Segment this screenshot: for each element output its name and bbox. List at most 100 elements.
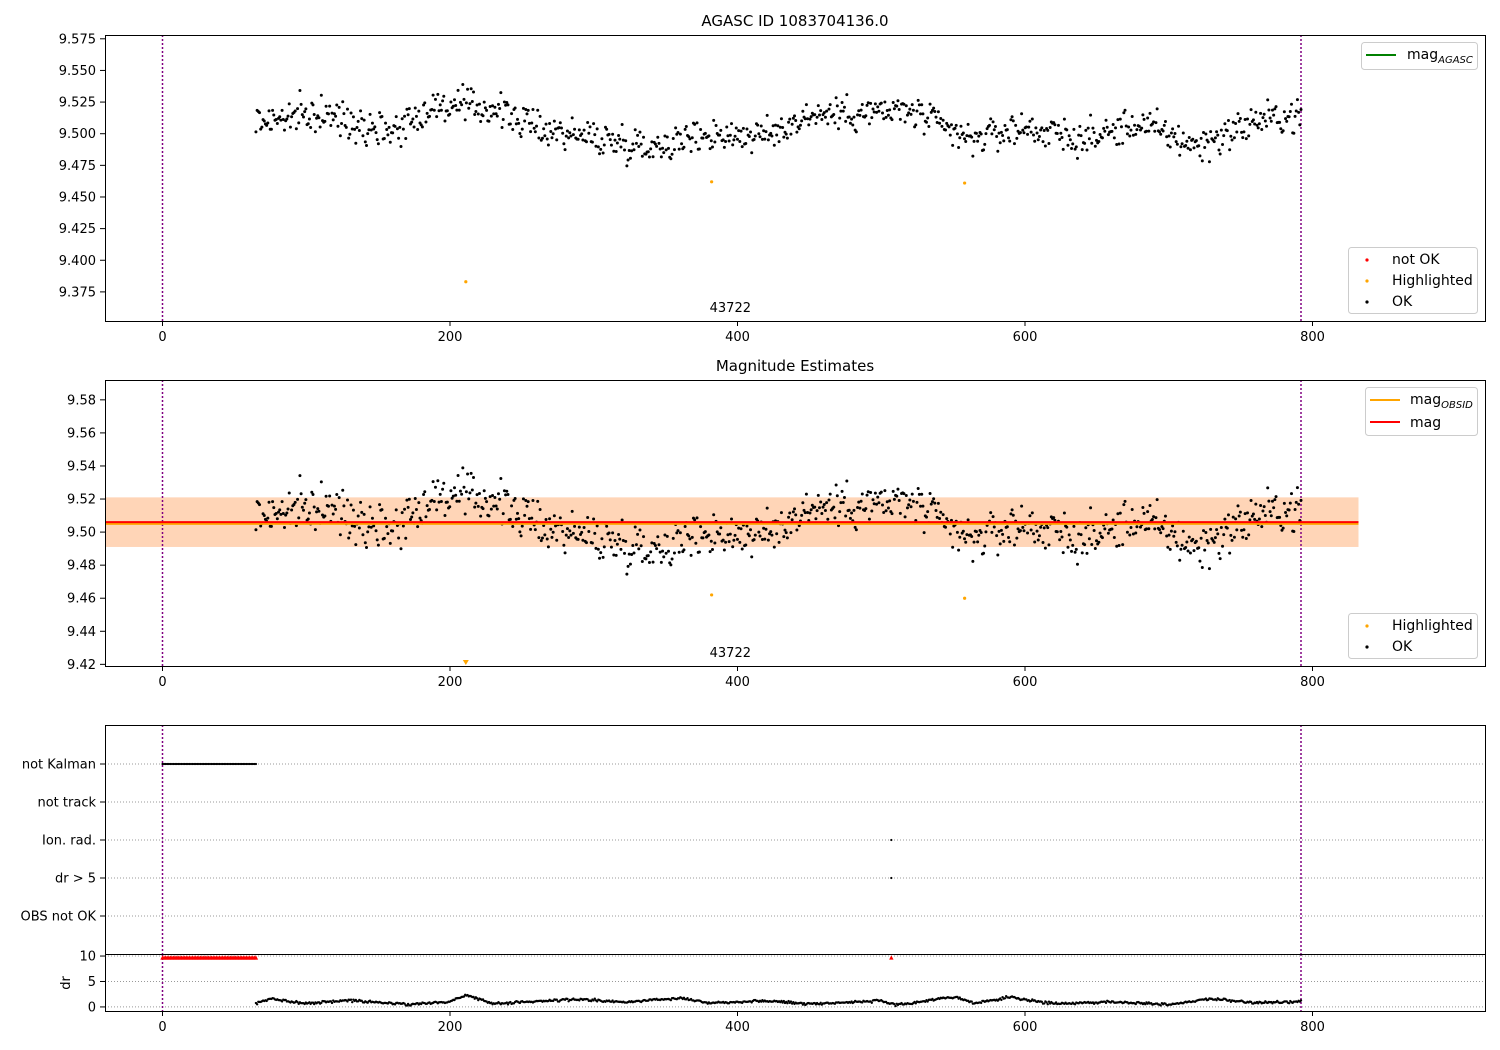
ok-point [345,107,349,111]
ok-point [498,497,502,501]
ok-point [1236,112,1240,116]
ok-point [909,505,913,509]
ok-point [521,106,525,110]
ok-point [670,152,674,156]
ok-point [955,530,959,534]
ok-point [1147,129,1151,133]
ok-point [1104,513,1108,517]
dr-point [1047,1000,1051,1003]
ok-point [744,142,748,146]
ok-point [424,515,428,519]
ok-point [1285,119,1289,123]
magnitude-estimates-panel: Magnitude Estimates 9.429.449.469.489.50… [67,357,1486,690]
ok-point [475,493,479,497]
ok-point [315,116,319,120]
ok-point [1209,527,1213,531]
ok-point [839,109,843,113]
ok-point [1016,527,1020,531]
ok-point [1084,128,1088,132]
ok-point [432,499,436,503]
ok-point [683,127,687,131]
not-kalman-flag-point [216,762,220,766]
ok-point [785,136,789,140]
ok-point [834,483,838,487]
ok-point [910,492,914,496]
ok-point [857,500,861,504]
ok-point [689,150,693,154]
ok-point [708,147,712,151]
ok-point [730,517,734,521]
ok-point [839,501,843,505]
ok-point [545,537,549,541]
ok-point [1293,114,1297,118]
ok-point [714,123,718,127]
ok-point [790,518,794,522]
ok-point [649,550,653,554]
ok-point [1187,535,1191,539]
ok-point [1086,126,1090,130]
ok-point [356,119,360,123]
ok-point [680,142,684,146]
ok-point [908,107,912,111]
flag-category-label: Ion. rad. [42,834,96,849]
ok-point [1215,130,1219,134]
ok-point [626,158,630,162]
ok-point [765,113,769,117]
ok-point [932,106,936,110]
ok-point [1175,544,1179,548]
ok-point [573,127,577,131]
ok-point [782,135,786,139]
ok-point [793,507,797,511]
y-tick-label: 9.50 [67,526,96,541]
ok-point [1047,543,1051,547]
ok-point [321,513,325,517]
dr-point [870,1001,873,1004]
x-tick-label: 800 [1300,675,1325,690]
mag-agasc-legend-label: magAGASC [1407,47,1473,66]
ok-point [879,490,883,494]
highlighted-point [963,181,967,185]
ok-point [1002,539,1006,543]
ok-point [428,114,432,118]
ok-point [1027,125,1031,129]
agasc-boundary-lines [161,35,1302,321]
x-tick-label: 0 [158,1020,166,1035]
ok-point [1146,116,1150,120]
ok-point [1270,499,1274,503]
ok-point [1225,129,1229,133]
ok-point [513,106,517,110]
ok-point [615,141,619,145]
ok-point [502,100,506,104]
ok-point [827,107,831,111]
flag-category-label: not Kalman [22,758,96,773]
ok-point [469,471,473,475]
ok-point [1172,534,1176,538]
ok-point [618,137,622,141]
ok-point [1153,129,1157,133]
y-tick-label: 10 [79,950,96,965]
ok-point [1097,540,1101,544]
estimates-ok-points [254,466,1303,576]
x-tick-label: 600 [1013,1020,1038,1035]
ok-point [857,109,861,113]
ok-point [282,128,286,132]
ok-point [1219,525,1223,529]
not-kalman-flag-point [196,762,199,766]
ok-point [820,512,824,516]
ok-point [1080,551,1084,555]
ok-point [380,508,384,512]
ok-point [1129,128,1133,132]
ok-point [374,529,378,533]
ok-point [519,534,523,538]
ok-point [269,127,273,131]
ok-point [1241,136,1245,140]
ok-point [724,139,728,143]
ok-point [1272,506,1276,510]
ok-point [1171,524,1175,528]
ok-point [533,528,537,532]
ok-point [317,116,321,120]
y-tick-label: 9.400 [59,254,96,269]
ok-point [1127,125,1131,129]
ok-point [885,108,889,112]
dr-point [593,997,596,1000]
